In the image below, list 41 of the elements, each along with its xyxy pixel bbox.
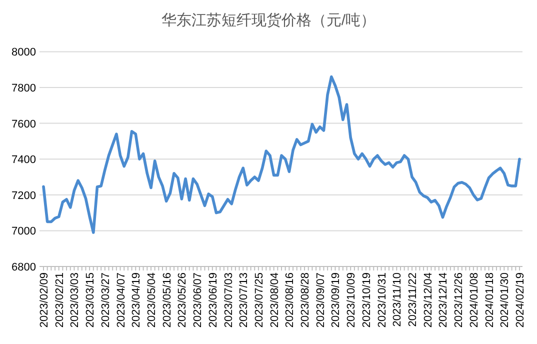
x-tick-label: 2023/12/26	[453, 272, 466, 328]
x-tick-label: 2023/03/15	[84, 272, 97, 328]
x-tick-label: 2023/08/28	[300, 272, 312, 328]
x-tick-label: 2023/04/07	[115, 272, 128, 328]
x-tick-label: 2023/07/25	[253, 272, 266, 328]
y-tick-label: 7600	[12, 118, 36, 130]
x-tick-label: 2023/12/14	[438, 272, 450, 328]
chart-title: 华东江苏短纤现货价格（元/吨）	[161, 12, 376, 29]
x-tick-label: 2023/07/13	[238, 272, 250, 328]
x-tick-label: 2023/05/16	[161, 272, 174, 328]
x-tick-label: 2023/05/04	[146, 272, 158, 328]
x-tick-label: 2023/05/26	[176, 272, 189, 328]
x-tick-label: 2023/08/04	[268, 272, 281, 328]
line-series	[42, 75, 521, 234]
x-tick-label: 2023/11/10	[392, 272, 404, 327]
x-tick-label: 2023/03/27	[100, 272, 112, 328]
y-tick-label: 6800	[12, 262, 36, 274]
x-tick-label: 2023/06/07	[192, 272, 204, 328]
x-tick-label: 2024/01/30	[499, 272, 512, 328]
x-tick-label: 2023/10/31	[376, 272, 388, 328]
x-tick-label: 2023/10/19	[360, 272, 373, 328]
x-tick-label: 2024/02/19	[514, 272, 526, 328]
y-tick-label: 7200	[12, 190, 36, 202]
y-tick-label: 8000	[12, 46, 36, 59]
x-tick-label: 2023/08/16	[284, 272, 296, 328]
x-tick-label: 2023/04/19	[130, 272, 143, 328]
x-tick-label: 2024/01/08	[468, 272, 480, 328]
x-tick-label: 2023/12/04	[422, 272, 434, 328]
y-tick-label: 7400	[12, 154, 36, 166]
x-tick-label: 2023/09/07	[314, 272, 327, 328]
x-tick-label: 2023/11/22	[407, 272, 420, 327]
y-tick-label: 7000	[12, 226, 36, 238]
x-tick-label: 2023/02/21	[54, 272, 66, 328]
x-tick-label: 2023/09/19	[330, 272, 342, 328]
y-tick-label: 7800	[12, 82, 36, 94]
x-tick-label: 2024/01/18	[484, 272, 496, 328]
x-tick-label: 2023/02/09	[38, 272, 50, 328]
x-tick-label: 2023/07/03	[222, 272, 235, 328]
x-tick-label: 2023/03/03	[69, 272, 82, 328]
x-tick-label: 2023/10/09	[346, 272, 358, 328]
x-tick-label: 2023/06/19	[207, 272, 220, 328]
